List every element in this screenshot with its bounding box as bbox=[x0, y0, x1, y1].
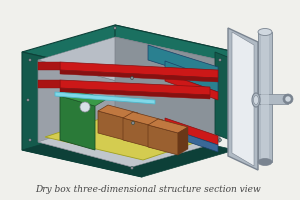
Ellipse shape bbox=[258, 158, 272, 166]
Polygon shape bbox=[148, 125, 178, 155]
Ellipse shape bbox=[258, 28, 272, 36]
Polygon shape bbox=[165, 61, 218, 92]
Polygon shape bbox=[22, 123, 235, 177]
FancyBboxPatch shape bbox=[258, 32, 272, 162]
Polygon shape bbox=[60, 70, 218, 82]
Polygon shape bbox=[232, 32, 254, 166]
Polygon shape bbox=[115, 37, 220, 142]
Polygon shape bbox=[22, 25, 235, 79]
Polygon shape bbox=[115, 25, 235, 79]
Polygon shape bbox=[178, 127, 188, 155]
Ellipse shape bbox=[254, 96, 259, 104]
Polygon shape bbox=[60, 88, 210, 99]
Polygon shape bbox=[165, 118, 218, 145]
Polygon shape bbox=[60, 62, 218, 78]
Polygon shape bbox=[98, 105, 138, 119]
Polygon shape bbox=[38, 60, 132, 167]
Polygon shape bbox=[38, 80, 60, 88]
FancyBboxPatch shape bbox=[258, 94, 288, 104]
Polygon shape bbox=[215, 52, 235, 142]
Circle shape bbox=[28, 138, 32, 142]
Ellipse shape bbox=[285, 96, 291, 102]
Polygon shape bbox=[38, 37, 220, 85]
Circle shape bbox=[130, 76, 134, 79]
Polygon shape bbox=[165, 127, 218, 152]
Circle shape bbox=[218, 138, 221, 142]
Polygon shape bbox=[38, 117, 220, 167]
Polygon shape bbox=[123, 118, 153, 148]
Polygon shape bbox=[228, 28, 258, 170]
Polygon shape bbox=[45, 113, 215, 160]
Polygon shape bbox=[22, 52, 142, 177]
Circle shape bbox=[26, 98, 29, 102]
Circle shape bbox=[130, 166, 134, 170]
Polygon shape bbox=[60, 96, 95, 150]
Ellipse shape bbox=[283, 94, 293, 104]
Polygon shape bbox=[153, 120, 163, 148]
Circle shape bbox=[131, 121, 134, 124]
Polygon shape bbox=[148, 119, 188, 133]
Polygon shape bbox=[165, 73, 218, 100]
Circle shape bbox=[28, 58, 32, 62]
Polygon shape bbox=[128, 113, 138, 141]
Circle shape bbox=[218, 58, 221, 62]
FancyBboxPatch shape bbox=[261, 32, 269, 162]
Polygon shape bbox=[38, 62, 60, 70]
Polygon shape bbox=[98, 111, 128, 141]
Polygon shape bbox=[60, 80, 210, 95]
Circle shape bbox=[80, 102, 90, 112]
Circle shape bbox=[113, 26, 116, 29]
Polygon shape bbox=[60, 89, 107, 106]
Text: Dry box three-dimensional structure section view: Dry box three-dimensional structure sect… bbox=[35, 186, 261, 194]
Polygon shape bbox=[123, 112, 163, 126]
Ellipse shape bbox=[252, 93, 260, 107]
Polygon shape bbox=[148, 45, 218, 82]
Polygon shape bbox=[55, 92, 155, 104]
